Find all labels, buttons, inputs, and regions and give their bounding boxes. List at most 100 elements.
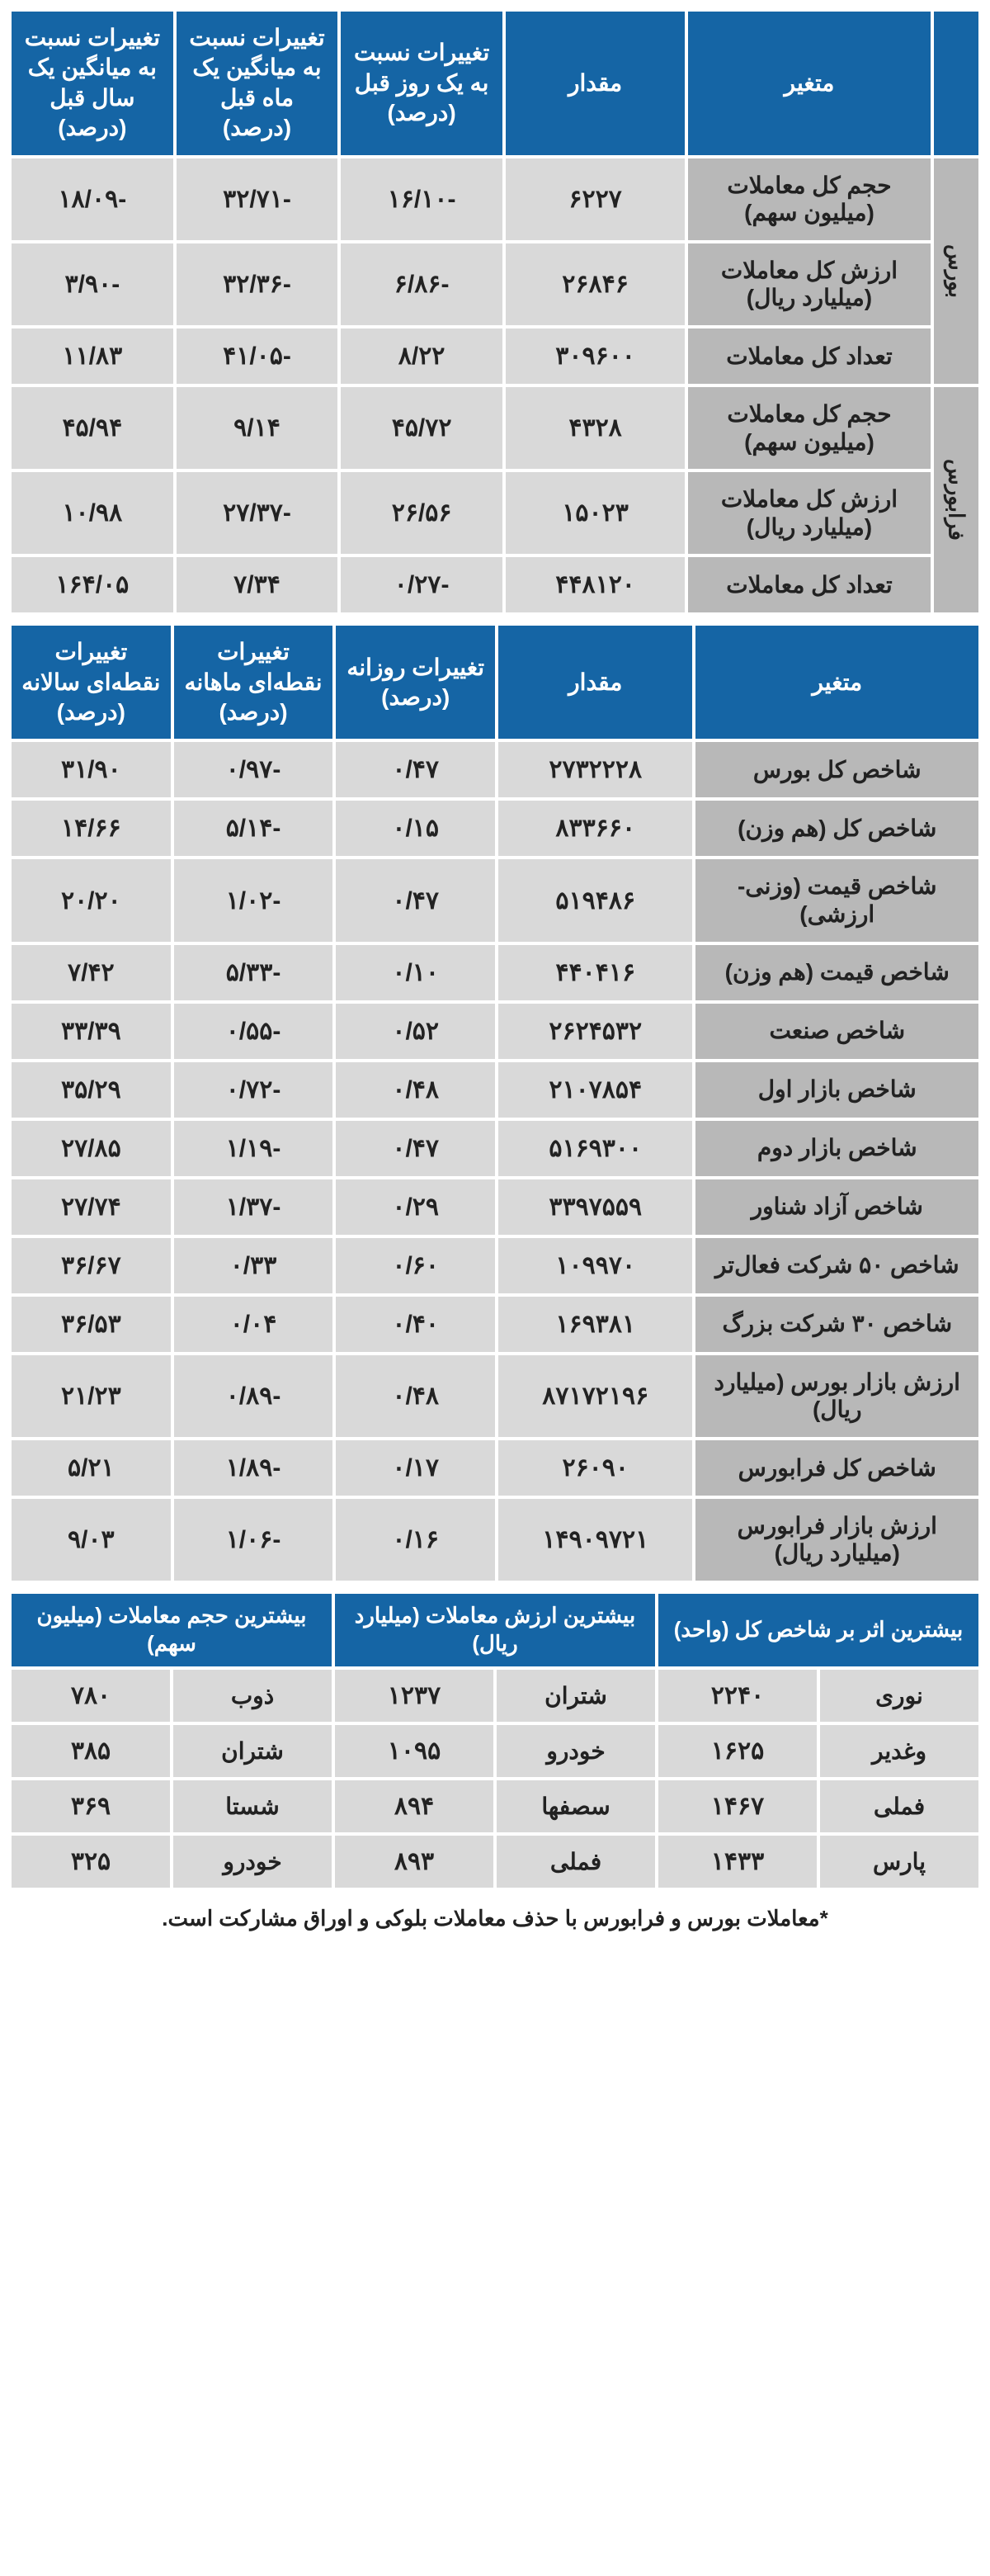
monthly-cell: -۵/۳۳ [174,945,333,1000]
daily-cell: ۰/۴۷ [336,742,495,797]
topvalue-symbol: خودرو [497,1725,655,1777]
table-row: فرابورسحجم کل معاملات (میلیون سهم)۴۳۲۸۴۵… [12,387,978,469]
topvalue-value: ۸۹۳ [335,1836,493,1888]
table-row: تعداد کل معاملات۴۴۸۱۲۰-۰/۲۷۷/۳۴۱۶۴/۰۵ [12,557,978,612]
yearly-cell: ۴۵/۹۴ [12,387,173,469]
yearly-cell: ۵/۲۱ [12,1440,171,1496]
impact-symbol: نوری [820,1670,978,1722]
yearly-cell: ۲۷/۸۵ [12,1121,171,1176]
table-row: شاخص بازار دوم۵۱۶۹۳۰۰۰/۴۷-۱/۱۹۲۷/۸۵ [12,1121,978,1176]
value-cell: ۳۳۹۷۵۵۹ [498,1179,692,1235]
variable-label: شاخص کل فرابورس [695,1440,978,1496]
daily-cell: ۴۵/۷۲ [341,387,502,469]
daily-cell: -۰/۲۷ [341,557,502,612]
variable-label: تعداد کل معاملات [688,557,930,612]
impact-symbol: پارس [820,1836,978,1888]
footnote: *معاملات بورس و فرابورس با حذف معاملات ب… [8,1898,982,1940]
market-summary-table: متغیر مقدار تغییرات نسبت به یک روز قبل (… [8,8,982,616]
value-cell: ۲۶۸۴۶ [506,243,685,325]
table-header-row: متغیر مقدار تغییرات نسبت به یک روز قبل (… [12,12,978,155]
yearly-cell: ۱۴/۶۶ [12,801,171,856]
topvalue-value: ۸۹۴ [335,1780,493,1832]
table-header-row: متغیر مقدار تغییرات روزانه (درصد) تغییرا… [12,626,978,739]
monthly-cell: -۲۷/۳۷ [177,472,338,554]
topvolume-value: ۳۶۹ [12,1780,170,1832]
value-cell: ۱۵۰۲۳ [506,472,685,554]
group-label: بورس [934,158,978,384]
topvolume-value: ۳۲۵ [12,1836,170,1888]
yearly-cell: ۹/۰۳ [12,1499,171,1581]
topvolume-symbol: ذوب [173,1670,332,1722]
table-row: پارس۱۴۳۳فملی۸۹۳خودرو۳۲۵ [12,1836,978,1888]
value-cell: ۲۶۰۹۰ [498,1440,692,1496]
monthly-cell: ۹/۱۴ [177,387,338,469]
indices-table: متغیر مقدار تغییرات روزانه (درصد) تغییرا… [8,622,982,1584]
topvalue-value: ۱۰۹۵ [335,1725,493,1777]
monthly-cell: -۱/۰۶ [174,1499,333,1581]
daily-cell: ۰/۶۰ [336,1238,495,1293]
variable-label: شاخص کل بورس [695,742,978,797]
daily-cell: ۰/۱۷ [336,1440,495,1496]
value-cell: ۱۴۹۰۹۷۲۱ [498,1499,692,1581]
variable-label: شاخص کل (هم وزن) [695,801,978,856]
monthly-cell: -۵/۱۴ [174,801,333,856]
monthly-cell: -۱/۸۹ [174,1440,333,1496]
variable-label: ارزش بازار بورس (میلیارد ریال) [695,1355,978,1437]
table-row: شاخص بازار اول۲۱۰۷۸۵۴۰/۴۸-۰/۷۲۳۵/۲۹ [12,1062,978,1118]
monthly-cell: -۰/۵۵ [174,1004,333,1059]
topvolume-symbol: خودرو [173,1836,332,1888]
table-row: تعداد کل معاملات۳۰۹۶۰۰۸/۲۲-۴۱/۰۵۱۱/۸۳ [12,328,978,384]
variable-label: شاخص ۵۰ شرکت فعال‌تر [695,1238,978,1293]
monthly-cell: ۷/۳۴ [177,557,338,612]
value-cell: ۸۳۳۶۶۰ [498,801,692,856]
monthly-cell: -۱/۱۹ [174,1121,333,1176]
monthly-cell: ۰/۳۳ [174,1238,333,1293]
impact-value: ۲۲۴۰ [658,1670,817,1722]
value-cell: ۶۲۲۷ [506,158,685,240]
yearly-cell: ۳۱/۹۰ [12,742,171,797]
group-label: فرابورس [934,387,978,612]
variable-label: شاخص قیمت (هم وزن) [695,945,978,1000]
value-cell: ۱۶۹۳۸۱ [498,1297,692,1352]
variable-label: حجم کل معاملات (میلیون سهم) [688,158,930,240]
daily-cell: ۰/۱۶ [336,1499,495,1581]
header-top-value: بیشترین ارزش معاملات (میلیارد ریال) [335,1594,655,1666]
variable-label: شاخص ۳۰ شرکت بزرگ [695,1297,978,1352]
table-row: ارزش بازار فرابورس (میلیارد ریال)۱۴۹۰۹۷۲… [12,1499,978,1581]
top-movers-table: بیشترین اثر بر شاخص کل (واحد) بیشترین ار… [8,1591,982,1891]
daily-cell: ۰/۴۰ [336,1297,495,1352]
header-value: مقدار [498,626,692,739]
impact-symbol: وغدیر [820,1725,978,1777]
yearly-cell: ۲۰/۲۰ [12,859,171,941]
yearly-cell: -۱۸/۰۹ [12,158,173,240]
value-cell: ۴۴۸۱۲۰ [506,557,685,612]
table-row: شاخص قیمت (وزنی- ارزشی)۵۱۹۴۸۶۰/۴۷-۱/۰۲۲۰… [12,859,978,941]
header-value: مقدار [506,12,685,155]
impact-value: ۱۴۶۷ [658,1780,817,1832]
table-row: شاخص کل فرابورس۲۶۰۹۰۰/۱۷-۱/۸۹۵/۲۱ [12,1440,978,1496]
header-yearly-change: تغییرات نسبت به میانگین یک سال قبل (درصد… [12,12,173,155]
variable-label: ارزش کل معاملات (میلیارد ریال) [688,243,930,325]
monthly-cell: -۱/۰۲ [174,859,333,941]
header-yearly: تغییرات نقطه‌ای سالانه (درصد) [12,626,171,739]
table-row: بورسحجم کل معاملات (میلیون سهم)۶۲۲۷-۱۶/۱… [12,158,978,240]
daily-cell: ۰/۱۰ [336,945,495,1000]
monthly-cell: -۰/۸۹ [174,1355,333,1437]
monthly-cell: -۰/۷۲ [174,1062,333,1118]
value-cell: ۸۷۱۷۲۱۹۶ [498,1355,692,1437]
variable-label: تعداد کل معاملات [688,328,930,384]
topvalue-symbol: سصفها [497,1780,655,1832]
monthly-cell: -۱/۳۷ [174,1179,333,1235]
yearly-cell: ۱۶۴/۰۵ [12,557,173,612]
header-variable: متغیر [695,626,978,739]
header-variable: متغیر [688,12,930,155]
table-row: ارزش بازار بورس (میلیارد ریال)۸۷۱۷۲۱۹۶۰/… [12,1355,978,1437]
table-row: شاخص ۵۰ شرکت فعال‌تر۱۰۹۹۷۰۰/۶۰۰/۳۳۳۶/۶۷ [12,1238,978,1293]
daily-cell: ۰/۴۸ [336,1062,495,1118]
table-row: شاخص کل بورس۲۷۳۲۲۲۸۰/۴۷-۰/۹۷۳۱/۹۰ [12,742,978,797]
variable-label: شاخص بازار اول [695,1062,978,1118]
header-monthly: تغییرات نقطه‌ای ماهانه (درصد) [174,626,333,739]
monthly-cell: ۰/۰۴ [174,1297,333,1352]
topvolume-symbol: شستا [173,1780,332,1832]
impact-value: ۱۴۳۳ [658,1836,817,1888]
